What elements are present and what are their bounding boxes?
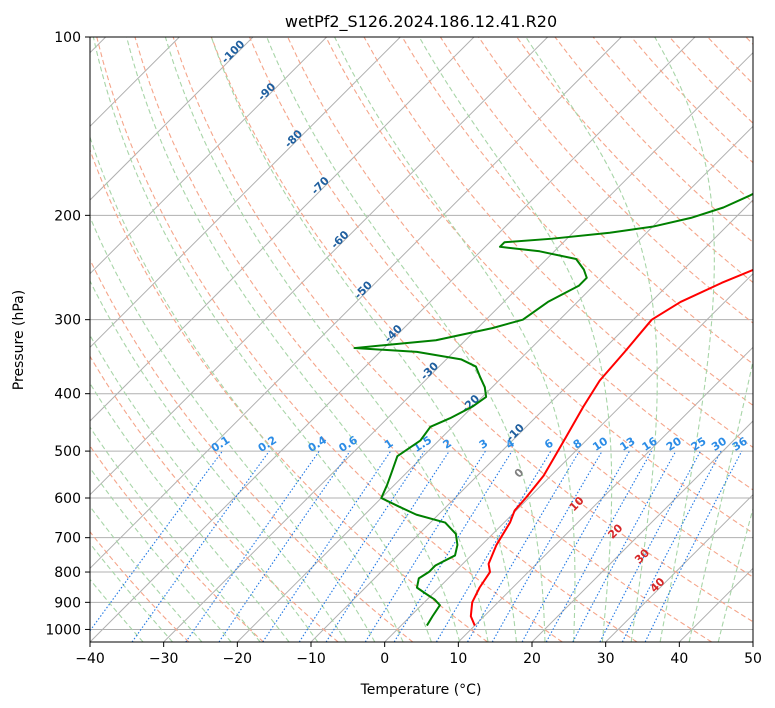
mixing-ratio-line — [185, 450, 320, 642]
isotherm-line — [90, 37, 696, 642]
mixing-ratio-line — [218, 450, 351, 642]
dewpoint-profile — [353, 192, 753, 627]
y-tick-label: 500 — [54, 444, 81, 460]
mixing-ratio-line — [435, 450, 552, 642]
mixing-ratio-line — [521, 450, 630, 642]
moist-adiabat — [90, 215, 376, 642]
moist-adiabat — [210, 37, 518, 642]
moist-adiabat — [418, 37, 613, 642]
moist-adiabat — [90, 426, 261, 642]
dry-adiabat — [172, 37, 712, 642]
y-tick-label: 200 — [54, 208, 81, 224]
x-axis: −40 −30 −20 −10 0 10 20 30 40 50 — [75, 642, 762, 667]
temperature-profile — [469, 268, 753, 626]
dry-adiabat — [134, 37, 638, 642]
dry-adiabat — [90, 445, 264, 642]
isotherm-line — [163, 51, 753, 642]
dry-adiabat — [210, 37, 753, 623]
mixing-ratio-line — [298, 450, 425, 642]
mixing-ratio-line — [325, 450, 450, 642]
mixing-ratio-line — [621, 450, 722, 642]
mixing-ratio-line — [262, 450, 392, 642]
moist-adiabat — [266, 37, 546, 642]
x-tick-label: 40 — [670, 651, 688, 667]
isotherm-line — [236, 125, 753, 642]
background-lines — [90, 37, 753, 642]
x-tick-label: 30 — [597, 651, 615, 667]
y-tick-label: 400 — [54, 387, 81, 403]
chart-title: wetPf2_S126.2024.186.12.41.R20 — [285, 12, 557, 32]
dry-adiabat — [90, 530, 190, 642]
dry-adiabat — [516, 37, 753, 284]
dry-adiabat — [248, 37, 753, 578]
moist-adiabat — [90, 135, 404, 642]
isotherm-line — [531, 420, 753, 642]
x-tick-label: 0 — [380, 651, 389, 667]
mixing-ratio-line — [131, 450, 270, 642]
x-tick-label: −10 — [296, 651, 326, 667]
mixing-ratio-line — [90, 450, 223, 632]
isotherm-line — [605, 493, 753, 642]
moist-adiabat — [90, 382, 290, 642]
x-tick-label: −40 — [75, 651, 105, 667]
dry-adiabat — [401, 37, 753, 407]
mixing-ratio-line — [572, 450, 677, 642]
y-tick-label: 600 — [54, 491, 81, 507]
isotherm-line — [384, 272, 753, 642]
x-tick-label: −20 — [223, 651, 253, 667]
mixing-ratio-line — [393, 450, 513, 642]
y-axis-title: Pressure (hPa) — [11, 290, 27, 390]
plot-frame — [89, 36, 754, 643]
dry-adiabat — [90, 355, 339, 642]
moist-adiabat — [688, 358, 753, 642]
dry-adiabat — [90, 258, 414, 642]
moist-adiabat — [525, 37, 658, 642]
isotherm-line — [90, 37, 475, 422]
x-tick-label: 10 — [449, 651, 467, 667]
x-axis-title: Temperature (°C) — [360, 682, 482, 698]
x-tick-label: 50 — [744, 651, 762, 667]
y-tick-label: 700 — [54, 531, 81, 547]
isotherm-line — [310, 199, 753, 642]
moist-adiabat — [654, 37, 715, 642]
moist-adiabat — [717, 506, 753, 642]
mixing-ratio-line — [545, 450, 653, 642]
moist-adiabat — [164, 37, 489, 642]
moist-adiabat — [92, 37, 432, 642]
dry-adiabat — [96, 37, 563, 642]
y-tick-label: 300 — [54, 313, 81, 329]
mixing-ratio-line — [644, 450, 743, 642]
x-tick-label: 20 — [523, 651, 541, 667]
dry-adiabat — [439, 37, 753, 365]
isotherm-line — [90, 37, 254, 201]
moist-adiabat — [90, 334, 319, 642]
y-tick-label: 900 — [54, 595, 81, 611]
y-axis: 100 200 300 400 500 600 700 800 900 1000 — [45, 30, 90, 638]
moist-adiabat — [126, 37, 461, 642]
x-tick-label: −30 — [149, 651, 179, 667]
profiles — [353, 192, 753, 627]
mixing-ratio-line — [364, 450, 486, 642]
y-tick-label: 800 — [54, 565, 81, 581]
y-tick-label: 1000 — [45, 622, 81, 638]
y-tick-label: 100 — [54, 30, 81, 46]
isotherm-line — [457, 346, 753, 642]
dry-adiabat — [90, 148, 488, 642]
isotherm-line — [90, 37, 328, 275]
moist-adiabat — [334, 37, 576, 642]
moist-adiabat — [90, 467, 232, 642]
mixing-ratio-line — [599, 450, 702, 642]
isotherm-line — [90, 37, 549, 496]
dry-adiabat — [325, 37, 753, 491]
